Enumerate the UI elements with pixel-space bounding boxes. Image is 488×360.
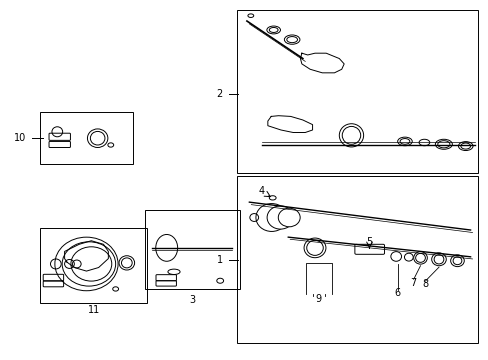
Ellipse shape: [450, 255, 463, 267]
Text: 1: 1: [216, 255, 222, 265]
Ellipse shape: [431, 253, 446, 266]
Ellipse shape: [156, 234, 177, 261]
Ellipse shape: [266, 206, 293, 229]
Text: 5: 5: [366, 237, 372, 247]
FancyBboxPatch shape: [354, 244, 384, 254]
Ellipse shape: [413, 252, 427, 264]
Text: 4: 4: [258, 186, 264, 197]
Text: 10: 10: [14, 133, 27, 143]
Bar: [144, 210, 239, 289]
Ellipse shape: [339, 124, 363, 147]
Ellipse shape: [306, 240, 323, 255]
Text: 9: 9: [315, 294, 321, 303]
Ellipse shape: [415, 253, 425, 262]
Ellipse shape: [452, 257, 461, 265]
Text: 8: 8: [422, 279, 427, 289]
Ellipse shape: [255, 203, 287, 231]
Ellipse shape: [342, 126, 360, 144]
Bar: [237, 10, 477, 173]
Ellipse shape: [433, 255, 443, 264]
Bar: [40, 228, 147, 303]
Ellipse shape: [304, 238, 325, 258]
Text: 7: 7: [410, 278, 416, 288]
Ellipse shape: [278, 208, 300, 227]
Text: 6: 6: [394, 288, 400, 298]
Bar: [40, 112, 132, 164]
Text: 2: 2: [216, 89, 222, 99]
Ellipse shape: [404, 253, 412, 261]
Text: 3: 3: [188, 295, 195, 305]
Ellipse shape: [390, 252, 401, 261]
Text: 11: 11: [87, 305, 100, 315]
Bar: [237, 176, 477, 342]
